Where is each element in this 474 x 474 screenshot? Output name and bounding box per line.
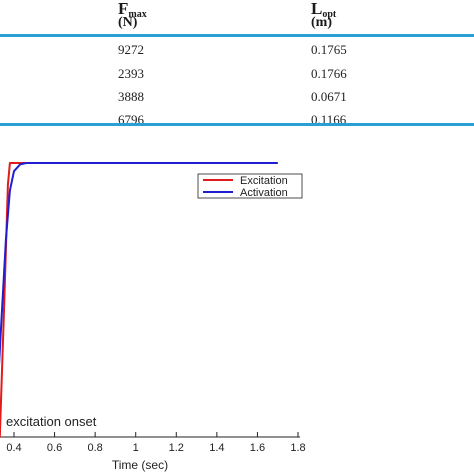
x-axis: 0.4 0.6 0.8 1 1.2 1.4 1.6 1.8 [6, 432, 306, 454]
x-tick-label: 1.8 [290, 442, 305, 454]
table-header-lopt: Lopt [311, 0, 336, 20]
legend-label-excitation: Excitation [240, 175, 288, 187]
table-bottom-rule [0, 123, 474, 126]
series-line-activation [0, 162, 278, 366]
cell-lopt: 0.1166 [311, 112, 347, 127]
series-layer [0, 162, 278, 438]
legend-label-activation: Activation [240, 187, 288, 199]
table-header-fmax-unit: (N) [118, 15, 138, 30]
table-header-rule [0, 34, 474, 37]
legend-box [197, 173, 303, 199]
x-tick-label: 1 [133, 442, 139, 454]
x-tick-label: 0.6 [47, 442, 62, 454]
series-line-excitation [0, 162, 278, 438]
x-tick-label: 1.6 [250, 442, 265, 454]
cell-fmax: 2393 [118, 66, 144, 81]
x-tick-label: 1.4 [209, 442, 224, 454]
x-tick-label: 1.2 [169, 442, 184, 454]
fmax-symbol: F [118, 0, 129, 18]
cell-fmax: 6796 [118, 112, 144, 127]
cell-lopt: 0.1766 [311, 66, 347, 81]
cell-lopt: 0.0671 [311, 89, 347, 104]
lopt-subscript: opt [322, 9, 337, 20]
x-axis-title: Time (sec) [112, 458, 168, 472]
cell-fmax: 3888 [118, 89, 144, 104]
lopt-symbol: L [311, 0, 323, 18]
x-tick-label: 0.8 [87, 442, 102, 454]
chart-legend: Excitation Activation [197, 173, 303, 199]
cell-fmax: 9272 [118, 42, 144, 57]
table-header-fmax: Fmax [118, 0, 147, 20]
x-tick-label: 0.4 [6, 442, 21, 454]
table-header-lopt-unit: (m) [311, 15, 332, 30]
activation-chart: 0.4 0.6 0.8 1 1.2 1.4 1.6 1.8 Time (sec) excita… [0, 162, 306, 472]
cell-lopt: 0.1765 [311, 42, 347, 57]
excitation-onset-annotation: excitation onset [6, 414, 97, 429]
fmax-subscript: max [128, 9, 147, 20]
